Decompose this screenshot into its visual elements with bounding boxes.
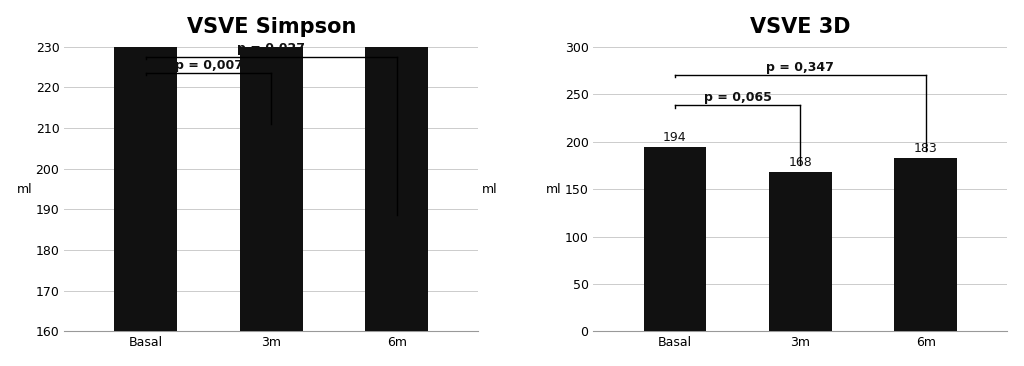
Bar: [366, 0, 428, 332]
Text: 218,6: 218,6: [128, 77, 164, 90]
Title: VSVE 3D: VSVE 3D: [751, 17, 851, 37]
Text: 183: 183: [914, 142, 938, 155]
Bar: [769, 172, 831, 332]
Text: p = 0,065: p = 0,065: [703, 91, 772, 104]
Text: p = 0,027: p = 0,027: [238, 42, 305, 55]
Title: VSVE Simpson: VSVE Simpson: [186, 17, 356, 37]
Bar: [115, 0, 177, 332]
Text: 194: 194: [664, 131, 687, 144]
Text: p = 0,347: p = 0,347: [766, 61, 835, 74]
Bar: [894, 158, 957, 332]
Text: 185,4: 185,4: [379, 212, 415, 225]
Text: 168: 168: [788, 156, 812, 169]
Bar: [644, 147, 707, 332]
Y-axis label: ml: ml: [481, 183, 498, 195]
Y-axis label: ml: ml: [546, 183, 561, 195]
Text: 196,4: 196,4: [254, 168, 289, 180]
Y-axis label: ml: ml: [16, 183, 33, 195]
Text: p = 0,007: p = 0,007: [174, 59, 243, 72]
Bar: [240, 0, 303, 332]
